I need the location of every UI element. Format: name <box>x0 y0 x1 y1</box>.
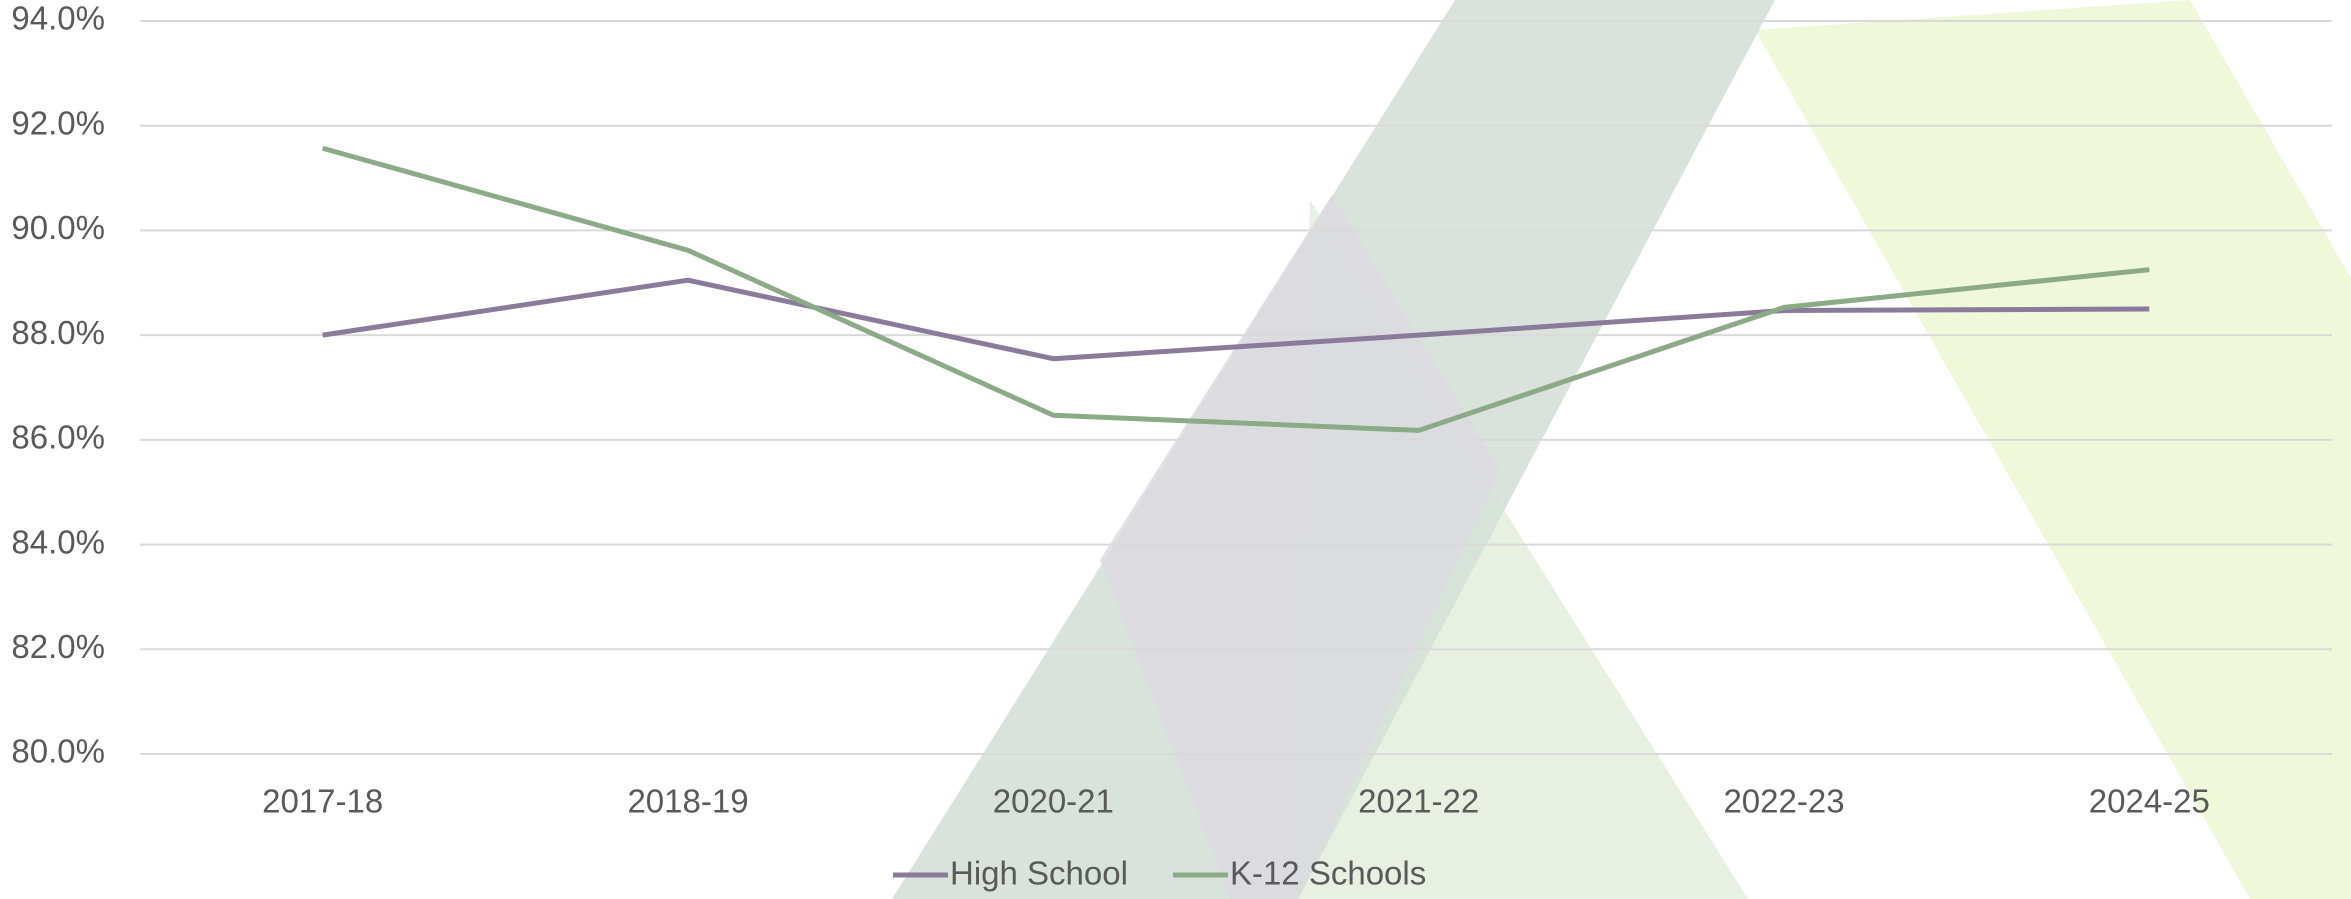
y-tick-label: 92.0% <box>11 104 105 141</box>
x-tick-label: 2024-25 <box>2089 783 2210 820</box>
series-line <box>322 277 2150 362</box>
y-tick-label: 88.0% <box>11 314 105 351</box>
y-tick-label: 80.0% <box>11 733 105 770</box>
legend: High School K-12 Schools <box>893 855 1426 892</box>
x-tick-label: 2018-19 <box>627 783 748 820</box>
y-tick-label: 86.0% <box>11 419 105 456</box>
x-tick-label: 2020-21 <box>993 783 1114 820</box>
logo-shape <box>1755 0 2351 899</box>
y-tick-label: 94.0% <box>11 0 105 37</box>
x-tick-label: 2017-18 <box>262 783 383 820</box>
x-tick-label: 2022-23 <box>1723 783 1844 820</box>
y-tick-label: 84.0% <box>11 523 105 560</box>
y-tick-label: 82.0% <box>11 628 105 665</box>
legend-label: K-12 Schools <box>1230 855 1426 892</box>
y-tick-label: 90.0% <box>11 209 105 246</box>
background-logo <box>892 0 2351 899</box>
x-tick-label: 2021-22 <box>1358 783 1479 820</box>
logo-shape <box>1100 195 1500 899</box>
legend-label: High School <box>950 855 1128 892</box>
series-line <box>321 145 2150 433</box>
